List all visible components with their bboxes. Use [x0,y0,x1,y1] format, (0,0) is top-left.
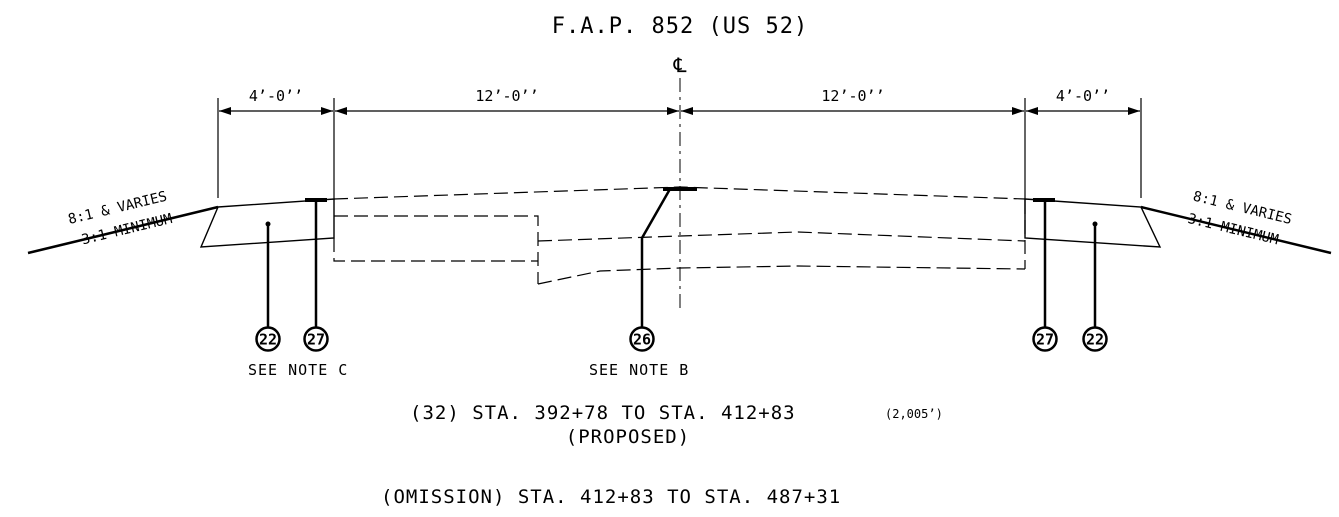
callout-left-outer: 22 [255,326,281,352]
dim-right-shoulder: 4’-0’’ [1056,87,1110,105]
callout-center: 26 [629,326,655,352]
callout-left-inner: 27 [303,326,329,352]
right-foreslope [1140,205,1332,255]
left-slope-labels: 8:1 & VARIES 3:1 MINIMUM [67,189,174,249]
station-line-2: (PROPOSED) [566,426,690,448]
left-foreslope [27,205,219,255]
callout-number: 27 [307,331,325,349]
centerline-marker [663,187,697,191]
callout-number: 27 [1036,331,1054,349]
callout-number: 22 [1086,331,1104,349]
station-line-1: (32) STA. 392+78 TO STA. 412+83 [410,402,796,424]
callout-number: 26 [633,331,651,349]
dim-left-shoulder: 4’-0’’ [249,87,303,105]
dim-right-lane: 12’-0’’ [821,87,884,105]
existing-pavement-left-bottom [333,238,538,262]
existing-pavement-left-top [334,215,539,284]
dim-left-lane: 12’-0’’ [475,87,538,105]
callout-number: 22 [259,331,277,349]
leader-center [640,188,672,327]
drawing-title: F.A.P. 852 (US 52) [552,14,808,39]
callout-right-inner: 27 [1032,326,1058,352]
station-length: (2,005’) [885,407,943,421]
callout-right-outer: 22 [1082,326,1108,352]
centerline-symbol: ℄ [673,53,687,77]
right-slope-labels: 8:1 & VARIES 3:1 MINIMUM [1186,189,1293,249]
note-c: SEE NOTE C [248,361,348,379]
subbase-lower [537,265,1026,285]
station-line-3: (OMISSION) STA. 412+83 TO STA. 487+31 [381,486,841,508]
subbase-upper [537,231,1026,242]
note-b: SEE NOTE B [589,361,689,379]
